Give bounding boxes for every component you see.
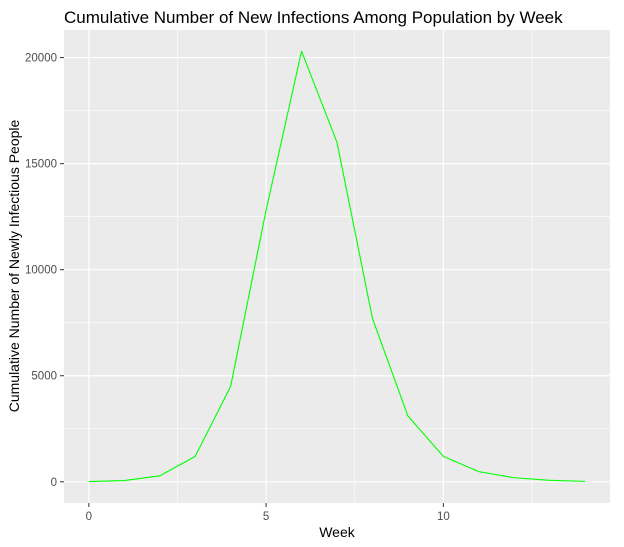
- y-tick-label: 0: [51, 477, 57, 489]
- x-tick-label: 5: [263, 511, 269, 523]
- y-tick-label: 15000: [25, 159, 57, 171]
- x-axis-title: Week: [319, 524, 356, 540]
- plot-panel: [64, 30, 610, 503]
- chart-title: Cumulative Number of New Infections Amon…: [64, 8, 563, 27]
- y-tick-label: 20000: [25, 53, 57, 65]
- x-tick-label: 10: [437, 511, 450, 523]
- y-tick-label: 10000: [25, 265, 57, 277]
- series-line: [88, 50, 586, 483]
- y-axis-title: Cumulative Number of Newly Infectious Pe…: [6, 119, 22, 412]
- x-tick-label: 0: [86, 511, 92, 523]
- y-tick-label: 5000: [31, 371, 57, 383]
